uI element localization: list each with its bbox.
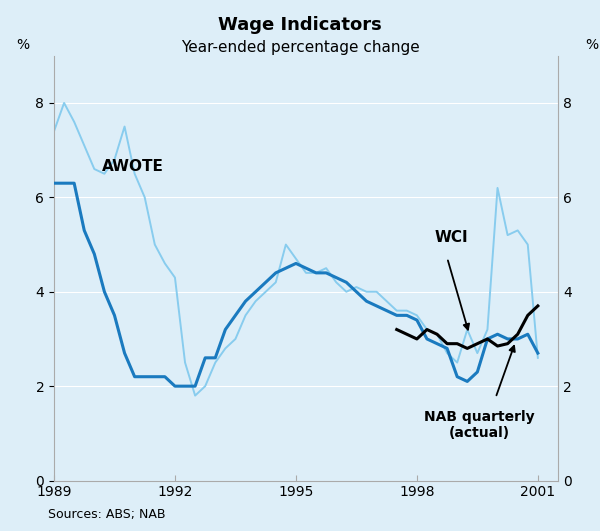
Text: Wage Indicators: Wage Indicators bbox=[218, 16, 382, 34]
Text: Sources: ABS; NAB: Sources: ABS; NAB bbox=[48, 509, 166, 521]
Text: %: % bbox=[586, 38, 599, 52]
Text: WCI: WCI bbox=[435, 230, 469, 245]
Text: NAB quarterly
(actual): NAB quarterly (actual) bbox=[424, 410, 535, 440]
Text: Year-ended percentage change: Year-ended percentage change bbox=[181, 40, 419, 55]
Text: AWOTE: AWOTE bbox=[103, 159, 164, 174]
Text: %: % bbox=[16, 38, 29, 52]
